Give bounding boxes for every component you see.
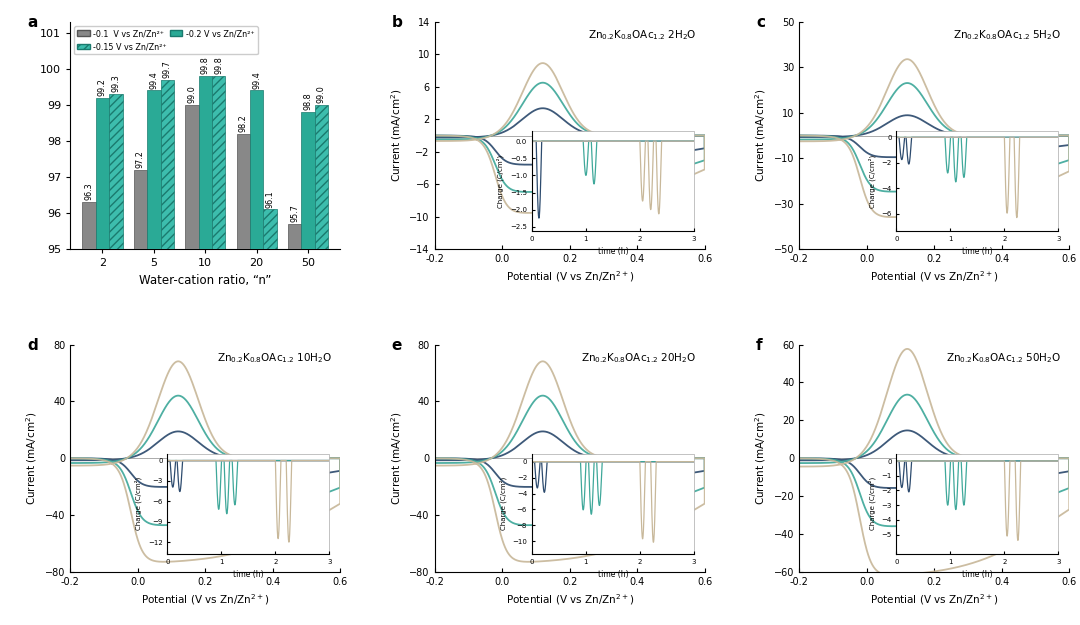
Text: Zn$_{0.2}$K$_{0.8}$OAc$_{1.2}$ 50H$_2$O: Zn$_{0.2}$K$_{0.8}$OAc$_{1.2}$ 50H$_2$O (946, 351, 1061, 365)
X-axis label: Potential (V vs Zn/Zn$^{2+}$): Potential (V vs Zn/Zn$^{2+}$) (505, 269, 634, 284)
Bar (147, 91, 161, 625)
Text: e: e (392, 338, 402, 352)
Bar (96, 98, 109, 625)
Bar (264, 209, 276, 625)
Text: 99.3: 99.3 (111, 74, 120, 92)
Text: 96.3: 96.3 (84, 183, 94, 201)
Text: d: d (27, 338, 38, 352)
Text: 97.2: 97.2 (136, 150, 145, 168)
Text: Zn$_{0.2}$K$_{0.8}$OAc$_{1.2}$ 10H$_2$O: Zn$_{0.2}$K$_{0.8}$OAc$_{1.2}$ 10H$_2$O (217, 351, 333, 365)
Text: 95.7: 95.7 (291, 204, 299, 222)
Bar (134, 170, 147, 625)
X-axis label: Potential (V vs Zn/Zn$^{2+}$): Potential (V vs Zn/Zn$^{2+}$) (870, 592, 998, 607)
X-axis label: Potential (V vs Zn/Zn$^{2+}$): Potential (V vs Zn/Zn$^{2+}$) (870, 269, 998, 284)
Y-axis label: Current (mA/cm$^2$): Current (mA/cm$^2$) (389, 411, 404, 505)
Text: f: f (756, 338, 762, 352)
Text: 99.0: 99.0 (316, 85, 326, 103)
Bar (109, 94, 122, 625)
Text: 96.1: 96.1 (266, 190, 274, 208)
Bar (161, 79, 174, 625)
Text: b: b (392, 15, 403, 30)
Text: c: c (756, 15, 765, 30)
Text: 99.8: 99.8 (214, 56, 224, 74)
Y-axis label: Current (mA/cm$^2$): Current (mA/cm$^2$) (25, 411, 39, 505)
Legend: -0.1  V vs Zn/Zn²⁺, -0.15 V vs Zn/Zn²⁺, -0.2 V vs Zn/Zn²⁺: -0.1 V vs Zn/Zn²⁺, -0.15 V vs Zn/Zn²⁺, -… (75, 26, 257, 54)
Text: 99.2: 99.2 (98, 78, 107, 96)
Y-axis label: Current (mA/cm$^2$): Current (mA/cm$^2$) (754, 411, 768, 505)
Bar (185, 105, 199, 625)
Text: Zn$_{0.2}$K$_{0.8}$OAc$_{1.2}$ 5H$_2$O: Zn$_{0.2}$K$_{0.8}$OAc$_{1.2}$ 5H$_2$O (953, 29, 1061, 42)
Bar (314, 105, 328, 625)
Bar (288, 224, 301, 625)
Text: Zn$_{0.2}$K$_{0.8}$OAc$_{1.2}$ 20H$_2$O: Zn$_{0.2}$K$_{0.8}$OAc$_{1.2}$ 20H$_2$O (581, 351, 697, 365)
Bar (199, 76, 212, 625)
Text: a: a (27, 15, 38, 30)
Text: 99.4: 99.4 (252, 71, 261, 89)
Text: 98.2: 98.2 (239, 114, 247, 132)
Text: Zn$_{0.2}$K$_{0.8}$OAc$_{1.2}$ 2H$_2$O: Zn$_{0.2}$K$_{0.8}$OAc$_{1.2}$ 2H$_2$O (588, 29, 697, 42)
Text: 99.7: 99.7 (163, 60, 172, 78)
Bar (82, 202, 96, 625)
Bar (301, 112, 314, 625)
Bar (212, 76, 226, 625)
X-axis label: Potential (V vs Zn/Zn$^{2+}$): Potential (V vs Zn/Zn$^{2+}$) (141, 592, 269, 607)
Bar (237, 134, 249, 625)
Y-axis label: Current (mA/cm$^2$): Current (mA/cm$^2$) (754, 89, 768, 182)
Text: 99.0: 99.0 (187, 85, 197, 103)
Text: 99.8: 99.8 (201, 56, 210, 74)
Text: 98.8: 98.8 (303, 92, 312, 110)
X-axis label: Water-cation ratio, “n”: Water-cation ratio, “n” (139, 274, 271, 287)
Bar (249, 91, 264, 625)
Text: 99.4: 99.4 (149, 71, 159, 89)
Y-axis label: Current (mA/cm$^2$): Current (mA/cm$^2$) (389, 89, 404, 182)
X-axis label: Potential (V vs Zn/Zn$^{2+}$): Potential (V vs Zn/Zn$^{2+}$) (505, 592, 634, 607)
